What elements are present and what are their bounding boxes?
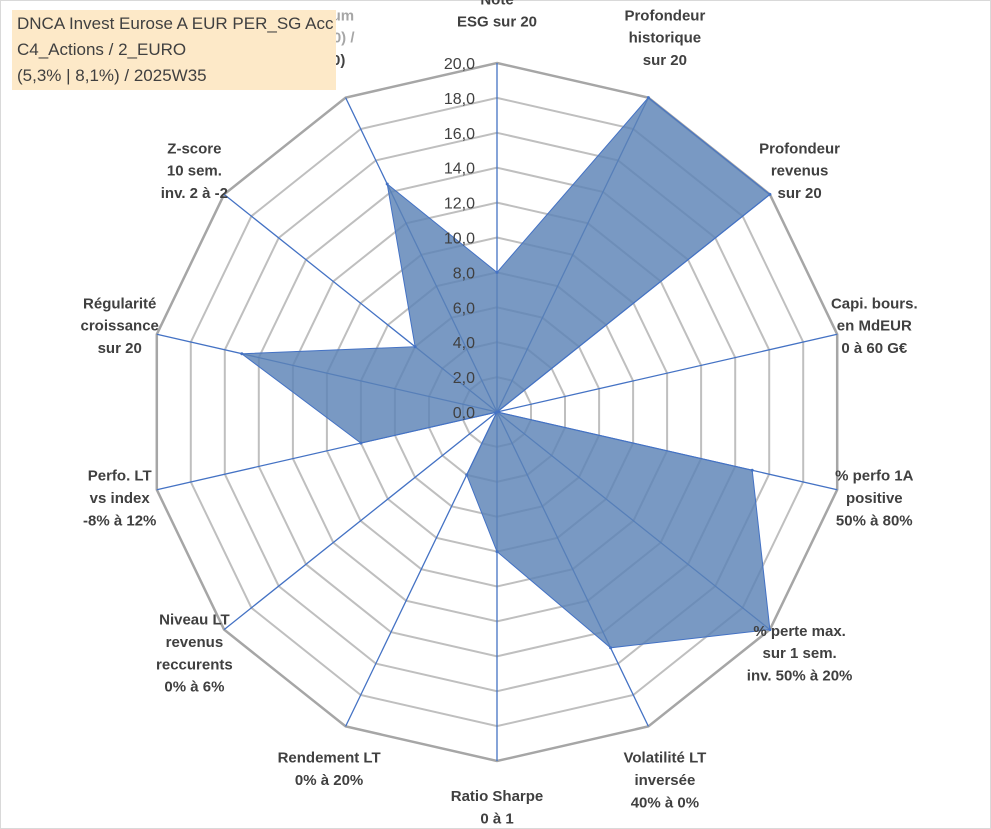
data-point-6 [768,628,772,632]
fund-info-box: DNCA Invest Eurose A EUR PER_SG Acc C4_A… [12,10,336,90]
axis-label-6: % perte max. sur 1 sem. inv. 50% à 20% [747,623,853,685]
axis-label-12-line-3: sur 20 [98,340,142,357]
fund-category: C4_Actions / 2_EURO [17,40,187,59]
axis-label-8-line-2: 0 à 1 [480,810,513,827]
axis-label-13: Z-score 10 sem. inv. 2 à -2 [161,140,228,202]
axis-label-3-line-2: revenus [771,163,829,180]
axis-label-2-line-2: historique [629,30,702,47]
axis-label-10: Niveau LT revenus reccurents 0% à 6% [156,612,233,696]
tick-label-1: 2,0 [453,370,475,387]
axis-label-10-line-1: Niveau LT [159,612,230,629]
spoke-10 [223,411,498,631]
axis-label-8: Ratio Sharpe 0 à 1 [451,788,544,827]
axis-label-11-line-3: -8% à 12% [83,512,156,529]
axis-label-8-line-1: Ratio Sharpe [451,788,544,805]
axis-label-7: Volatilité LT inversée 40% à 0% [624,750,707,812]
data-point-9 [465,473,469,477]
tick-label-7: 14,0 [444,161,475,178]
axis-label-6-line-1: % perte max. [753,623,846,640]
fund-name: DNCA Invest Eurose A EUR PER_SG Acc [17,14,334,33]
data-point-3 [768,192,772,196]
axis-label-1-line-2: ESG sur 20 [457,14,537,31]
data-point-7 [609,646,613,650]
data-point-8 [495,550,499,554]
axis-label-13-line-1: Z-score [167,140,221,157]
axis-label-7-line-1: Volatilité LT [624,750,707,767]
axis-label-5: % perfo 1A positive 50% à 80% [835,468,914,530]
axis-label-12-line-1: Régularité [83,295,156,312]
axis-label-9-line-2: 0% à 20% [295,772,363,789]
data-point-11 [359,441,363,445]
axis-label-1-line-1: Note [480,0,513,8]
axis-label-3: Profondeur revenus sur 20 [759,140,840,202]
data-point-14 [385,182,389,186]
data-point-12 [240,352,244,356]
axis-label-5-line-1: % perfo 1A [835,468,914,485]
axis-label-4-line-2: en MdEUR [837,318,912,335]
axis-label-7-line-2: inversée [634,772,695,789]
axis-label-7-line-3: 40% à 0% [631,794,699,811]
axis-label-2-line-3: sur 20 [643,52,687,69]
axis-label-4-line-1: Capi. bours. [831,295,918,312]
axis-label-5-line-3: 50% à 80% [836,512,913,529]
tick-label-6: 12,0 [444,196,475,213]
radar-tick-labels: 0,0 2,0 4,0 6,0 8,0 10,0 12,0 14,0 16,0 18,0 20,0 [444,56,475,422]
fund-performance: (5,3% | 8,1%) / 2025W35 [17,66,207,85]
axis-label-2-line-1: Profondeur [624,7,705,24]
axis-label-12-line-2: croissance [81,318,159,335]
data-point-13 [413,345,417,349]
axis-label-10-line-4: 0% à 6% [164,679,224,696]
tick-label-9: 18,0 [444,91,475,108]
axis-label-12: Régularité croissance sur 20 [81,295,159,357]
axis-label-10-line-3: reccurents [156,656,233,673]
axis-label-11-line-1: Perfo. LT [88,468,152,485]
axis-label-3-line-1: Profondeur [759,140,840,157]
axis-label-11-line-2: vs index [90,490,151,507]
data-point-1 [495,270,499,274]
axis-label-9: Rendement LT 0% à 20% [278,750,381,789]
data-point-2 [646,96,650,100]
axis-label-9-line-1: Rendement LT [278,750,381,767]
axis-label-3-line-3: sur 20 [777,185,821,202]
tick-label-3: 6,0 [453,300,475,317]
axis-label-10-line-2: revenus [166,634,224,651]
series-area-1 [240,96,771,649]
radar-series [240,96,772,650]
axis-label-4: Capi. bours. en MdEUR 0 à 60 G€ [831,295,918,357]
axis-label-6-line-2: sur 1 sem. [762,645,836,662]
tick-label-5: 10,0 [444,231,475,248]
axis-label-13-line-3: inv. 2 à -2 [161,185,228,202]
axis-label-4-line-3: 0 à 60 G€ [841,340,908,357]
tick-label-4: 8,0 [453,265,475,282]
data-point-10 [495,410,499,414]
axis-label-2: Profondeur historique sur 20 [624,7,705,69]
tick-label-10: 20,0 [444,56,475,73]
axis-label-5-line-2: positive [846,490,903,507]
spoke-4 [496,333,838,413]
tick-label-8: 16,0 [444,126,475,143]
axis-label-1: Note ESG sur 20 [457,0,537,31]
axis-label-11: Perfo. LT vs index -8% à 12% [83,468,156,530]
tick-label-2: 4,0 [453,335,475,352]
tick-label-0: 0,0 [453,405,475,422]
axis-label-6-line-3: inv. 50% à 20% [747,667,853,684]
data-point-5 [750,468,754,472]
radar-axis-labels: Note ESG sur 20 Profondeur historique sur 20… [81,0,918,827]
axis-label-13-line-2: 10 sem. [167,163,222,180]
